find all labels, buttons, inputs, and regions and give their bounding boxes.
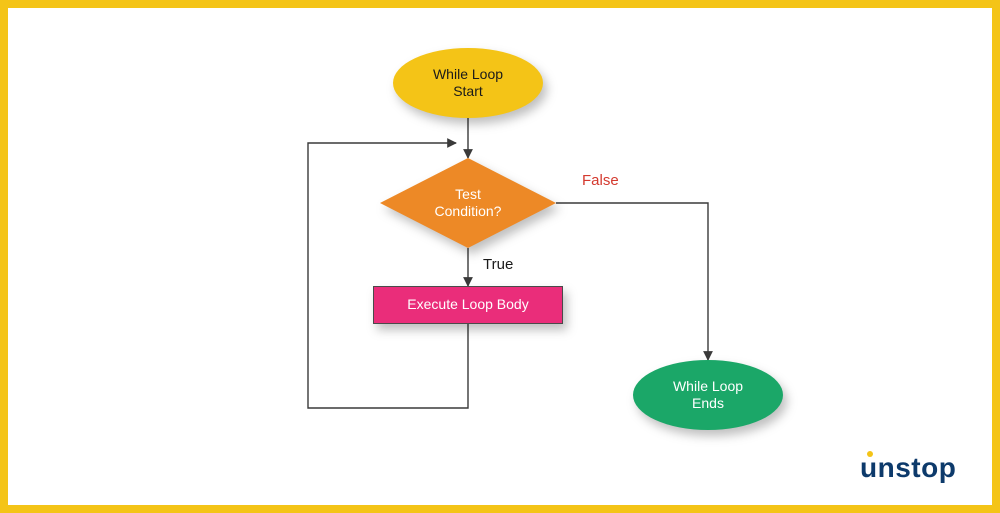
node-start-label: While LoopStart [433,66,503,101]
node-body-label: Execute Loop Body [407,296,528,314]
edge-label-true: True [483,256,513,273]
edge-label-false: False [582,172,619,189]
brand-logo: un stop [860,452,956,484]
logo-left-text: un [860,452,895,483]
logo-right: stop [895,452,956,483]
flowchart-canvas: While LoopStart TestCondition? Execute L… [8,8,992,505]
edge-cond-end [556,203,708,360]
node-end-label: While LoopEnds [673,378,743,413]
node-cond: TestCondition? [380,158,556,248]
node-end: While LoopEnds [633,360,783,430]
logo-dot-icon [867,451,873,457]
logo-left: un [860,452,895,484]
node-body: Execute Loop Body [373,286,563,324]
node-cond-label: TestCondition? [435,186,502,221]
node-start: While LoopStart [393,48,543,118]
